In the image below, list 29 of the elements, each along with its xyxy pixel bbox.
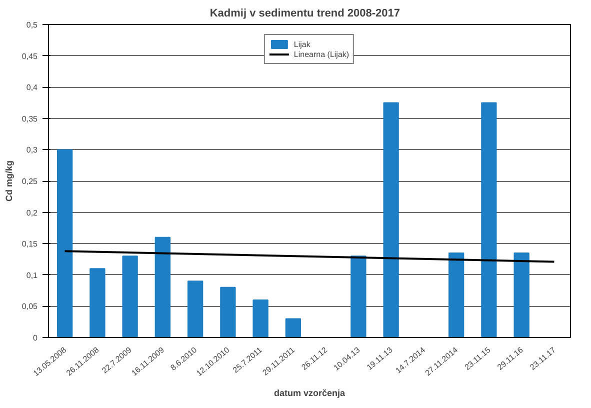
legend-label: Lijak bbox=[294, 39, 312, 49]
y-tick-label: 0,2 bbox=[26, 208, 38, 218]
bar bbox=[122, 256, 138, 338]
bar bbox=[285, 318, 302, 338]
y-tick-label: 0,4 bbox=[26, 83, 38, 92]
y-tick-label: 0,25 bbox=[22, 177, 38, 186]
bar bbox=[383, 102, 399, 338]
y-tick-label: 0,1 bbox=[26, 270, 38, 280]
y-tick-label: 0,5 bbox=[26, 20, 38, 30]
legend-label: Linearna (Lijak) bbox=[294, 49, 350, 59]
bar bbox=[448, 252, 464, 338]
y-tick-label: 0,3 bbox=[26, 146, 38, 155]
y-axis-title: Cd mg/kg bbox=[4, 160, 14, 202]
bar bbox=[90, 268, 106, 338]
chart-title: Kadmij v sedimentu trend 2008-2017 bbox=[210, 8, 400, 20]
x-axis-title: datum vzorčenja bbox=[274, 388, 346, 398]
bar bbox=[56, 149, 73, 338]
bar bbox=[514, 252, 530, 338]
y-tick-label: 0,15 bbox=[22, 240, 38, 249]
y-tick-label: 0,05 bbox=[22, 302, 38, 312]
bar bbox=[187, 280, 204, 338]
y-tick-label: 0 bbox=[33, 334, 38, 342]
bar bbox=[154, 236, 171, 338]
bar bbox=[252, 299, 268, 338]
y-tick-label: 0,35 bbox=[22, 114, 38, 124]
bar bbox=[220, 286, 236, 338]
bar bbox=[350, 256, 366, 338]
y-tick-label: 0,45 bbox=[22, 52, 38, 61]
bar bbox=[481, 102, 497, 338]
